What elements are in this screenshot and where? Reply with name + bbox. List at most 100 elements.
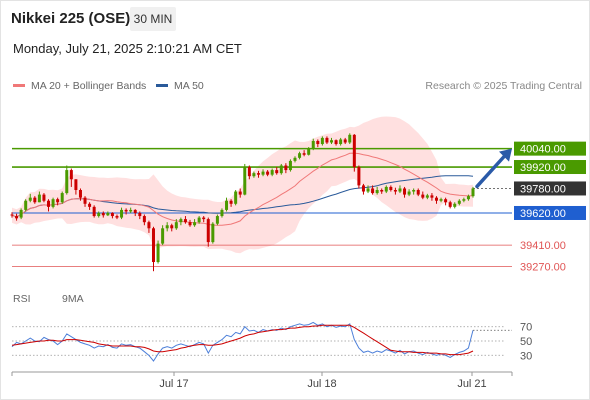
- candle-body: [42, 194, 46, 201]
- candle-body: [88, 203, 92, 207]
- candle-body: [371, 188, 375, 194]
- legend-rsi: RSI: [13, 293, 31, 305]
- candle-body: [325, 137, 329, 143]
- candle-body: [124, 209, 128, 212]
- candle-body: [78, 190, 82, 198]
- candle-body: [101, 212, 105, 216]
- x-tick-label: Jul 21: [457, 378, 486, 390]
- candle-body: [302, 153, 306, 155]
- candle-body: [174, 222, 178, 229]
- level-label-bg: [514, 181, 586, 196]
- candle-body: [28, 197, 32, 201]
- candle-body: [393, 190, 397, 192]
- candle-body: [51, 199, 55, 207]
- candle-body: [311, 140, 315, 149]
- candle-body: [375, 190, 379, 194]
- candle-body: [19, 209, 23, 218]
- candle-body: [384, 186, 388, 192]
- moving-averages: [11, 152, 474, 226]
- candle-body: [151, 228, 155, 263]
- candle-body: [47, 200, 51, 207]
- candle-body: [430, 195, 434, 198]
- candle-body: [69, 170, 73, 180]
- candle-body: [279, 165, 283, 174]
- level-label-bg: [514, 141, 586, 156]
- candle-body: [389, 186, 393, 190]
- candle-body: [348, 134, 352, 143]
- candle-body: [316, 140, 320, 145]
- candle-body: [275, 170, 279, 174]
- rsi-series-9MA: [11, 324, 474, 356]
- candle-body: [56, 199, 60, 203]
- candle-body: [421, 194, 425, 198]
- candle-body: [339, 139, 343, 145]
- level-label-39270.00: 39270.00: [520, 262, 566, 274]
- candle-body: [407, 191, 411, 195]
- candle-body: [24, 200, 28, 210]
- candle-body: [444, 199, 448, 203]
- candle-body: [284, 165, 288, 171]
- x-tick-label: Jul 18: [307, 378, 336, 390]
- candle-body: [115, 216, 119, 218]
- candle-body: [83, 197, 87, 204]
- candle-body: [211, 223, 215, 243]
- candle-body: [15, 216, 19, 219]
- timeframe-selector[interactable]: 30 MIN: [130, 7, 176, 31]
- candle-body: [457, 200, 461, 204]
- candle-body: [165, 225, 169, 229]
- candle-body: [256, 173, 260, 175]
- candle-body: [270, 170, 274, 175]
- level-label-bg: [514, 205, 586, 220]
- rsi-tick-70: 70: [520, 322, 532, 334]
- candle-body: [97, 212, 101, 217]
- level-lines: [12, 147, 512, 268]
- candle-body: [202, 217, 206, 220]
- candle-body: [252, 173, 256, 177]
- candle-body: [343, 139, 347, 143]
- candle-body: [320, 137, 324, 145]
- legend-rsi-ma-label: 9MA: [62, 293, 84, 305]
- candle-body: [307, 148, 311, 155]
- candle-body: [37, 194, 41, 203]
- instrument-title: Nikkei 225 (OSE): [11, 10, 131, 27]
- level-labels: 40040.00 39920.00 39780.00 39620.00 39410.00…: [514, 141, 586, 274]
- rsi-tick-30: 30: [520, 350, 532, 362]
- candle-body: [453, 203, 457, 207]
- candle-body: [352, 134, 356, 168]
- level-label-39780.00: 39780.00: [520, 183, 566, 195]
- level-label-39620.00: 39620.00: [520, 208, 566, 220]
- credit-text: Research © 2025 Trading Central: [425, 80, 582, 92]
- candle-body: [220, 209, 224, 217]
- candle-body: [92, 206, 96, 217]
- candle-body: [298, 153, 302, 158]
- candle-body: [243, 167, 247, 195]
- candle-body: [142, 216, 146, 223]
- x-tick-label: Jul 17: [159, 378, 188, 390]
- candle-body: [193, 222, 197, 226]
- candles: [10, 133, 475, 272]
- candle-body: [330, 140, 334, 143]
- level-label-bg: [514, 160, 586, 175]
- rsi-tick-50: 50: [520, 336, 532, 348]
- bollinger-band-area: [12, 116, 473, 254]
- candle-body: [412, 190, 416, 192]
- candle-body: [106, 212, 110, 216]
- candle-body: [416, 190, 420, 195]
- candle-body: [361, 185, 365, 192]
- legend-ma50: MA 50: [156, 80, 204, 92]
- forecast-arrow-shaft: [475, 154, 506, 189]
- candle-body: [133, 209, 137, 213]
- candle-body: [156, 243, 160, 263]
- bollinger-band: [12, 116, 473, 254]
- level-label-39920.00: 39920.00: [520, 162, 566, 174]
- candle-body: [206, 219, 210, 243]
- legend-rsi-ma: 9MA: [62, 293, 84, 305]
- legend-bollinger: MA 20 + Bollinger Bands: [13, 80, 146, 92]
- candle-body: [448, 202, 452, 207]
- candle-body: [138, 212, 142, 217]
- candle-body: [425, 195, 429, 198]
- candle-body: [110, 212, 114, 217]
- candle-body: [65, 170, 69, 194]
- candle-body: [183, 219, 187, 223]
